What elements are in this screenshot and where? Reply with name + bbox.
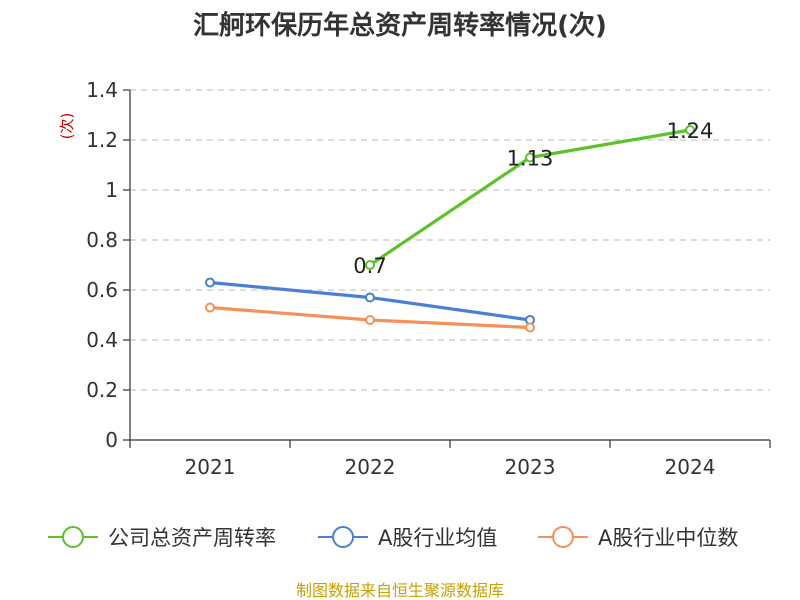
data-label: 1.13: [507, 147, 554, 171]
x-tick-label: 2023: [505, 455, 556, 479]
grid: [130, 89, 770, 391]
data-point: [365, 292, 375, 303]
data-point: [205, 277, 215, 288]
y-tick-label: 0.2: [86, 378, 118, 402]
x-tick-label: 2021: [185, 455, 236, 479]
x-tick-label: 2022: [345, 455, 396, 479]
y-axis-label: (次): [58, 113, 76, 140]
legend-label: A股行业中位数: [598, 526, 738, 550]
y-tick-label: 1.2: [86, 128, 118, 152]
legend-swatch-marker: [62, 526, 84, 548]
y-tick-label: 0: [105, 428, 118, 452]
y-tick-label: 0.8: [86, 228, 118, 252]
y-tick-label: 0.4: [86, 328, 118, 352]
legend-label: A股行业均值: [378, 526, 497, 550]
data-point: [365, 260, 375, 270]
legend: 公司总资产周转率 A股行业均值 A股行业中位数: [48, 526, 738, 550]
data-label: 0.7: [353, 254, 386, 278]
data-label: 1.24: [667, 119, 714, 143]
data-point: [205, 302, 215, 313]
series-layer: 0.7 1.13 1.24: [205, 119, 714, 333]
source-note: 制图数据来自恒生聚源数据库: [296, 581, 504, 600]
legend-swatch-marker: [552, 526, 574, 548]
y-tick-label: 1.4: [86, 78, 118, 102]
y-tick-label: 1: [105, 178, 118, 202]
data-point: [365, 315, 375, 325]
x-tick-label: 2024: [665, 455, 716, 479]
chart-title: 汇舸环保历年总资产周转率情况(次): [193, 10, 607, 41]
data-point: [525, 322, 535, 333]
data-point: [685, 125, 695, 135]
data-point: [525, 152, 535, 163]
axes: 0 0.2 0.4 0.6 0.8 1 1.2 1.4 2021 2022 2023 2024: [86, 78, 771, 479]
legend-label: 公司总资产周转率: [108, 526, 276, 550]
y-tick-label: 0.6: [86, 278, 118, 302]
legend-swatch-marker: [332, 526, 354, 548]
